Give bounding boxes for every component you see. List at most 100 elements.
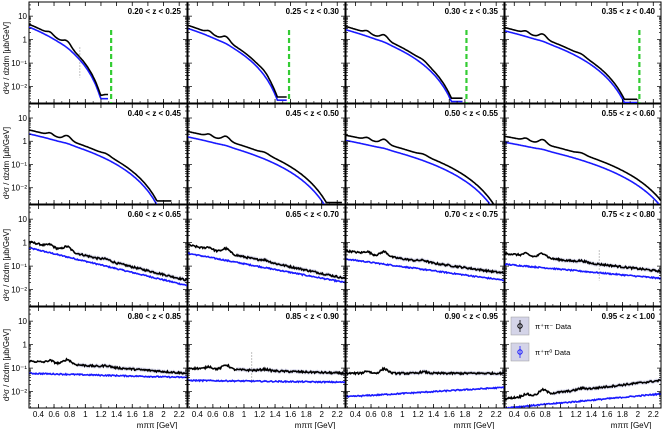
panel: 0.30 < z < 0.35 [345,1,505,104]
y-tick-label: 1 [23,36,28,45]
x-tick-label: 1.8 [142,410,154,419]
series-pi-plus-pi-zero [29,246,187,287]
panel-label: 0.65 < z < 0.70 [286,210,340,219]
x-tick-label: 1 [400,410,405,419]
legend-label: π⁺π⁻ Data [535,322,572,331]
panel: 0.75 < z < 0.80 [504,204,662,307]
series-pi-plus-pi-minus [188,243,345,280]
series-pi-plus-pi-minus [29,240,187,282]
y-tick-label: 10⁻¹ [11,262,27,271]
x-tick-label: 1 [242,410,247,419]
panel-label: 0.80 < z < 0.85 [128,312,182,321]
series-pi-plus-pi-zero [505,141,660,204]
series-pi-plus-pi-zero [346,29,463,103]
panel: 0.4 0.6 0.8 1 1.2 1.4 1.6 1.8 2 2.2 0.85 < z < 0.9… [187,306,346,429]
panel-label: 0.70 < z < 0.75 [445,210,499,219]
panel-frame [345,306,505,409]
panel-label: 0.30 < z < 0.35 [445,7,499,16]
x-tick-label: 1.4 [269,410,281,419]
x-tick-label: 2 [478,410,483,419]
x-tick-label: 1.6 [285,410,297,419]
x-tick-label: 0.4 [192,410,204,419]
x-tick-label: 1.8 [301,410,313,419]
x-tick-label: 1.2 [95,410,107,419]
plot-area [29,240,187,287]
series-pi-plus-pi-zero [188,378,345,384]
x-tick-label: 1.2 [412,410,424,419]
panel: 0.45 < z < 0.50 [187,103,346,205]
x-tick-label: 1.2 [254,410,266,419]
panel-label: 0.25 < z < 0.30 [286,7,340,16]
panel-frame [28,1,188,104]
x-tick-label: 0.4 [509,410,521,419]
series-pi-plus-pi-zero [505,263,661,280]
series-pi-plus-pi-minus [188,24,287,98]
x-tick-label: 1.8 [617,410,629,419]
y-tick-label: 10 [18,12,27,21]
panel-frame [504,204,662,307]
panel-frame [187,1,346,104]
series-pi-plus-pi-zero [505,30,638,103]
series-pi-plus-pi-minus [505,251,661,274]
panel: 0.55 < z < 0.60 [504,103,662,205]
series-pi-plus-pi-zero [505,392,661,408]
panel: 10 1 10⁻¹ 10⁻² 0.20 < z < 0.25 [11,1,188,104]
series-pi-plus-pi-zero [188,136,325,204]
panel: 0.4 0.6 0.8 1 1.2 1.4 1.6 1.8 2 2.2 0.90 < z < 0.9… [345,306,505,429]
plot-area [29,129,172,204]
panel-label: 0.20 < z < 0.25 [128,7,182,16]
series-pi-plus-pi-minus [505,26,638,101]
plot-area [346,134,495,204]
series-pi-plus-pi-minus [188,363,345,376]
series-pi-plus-pi-minus [346,134,495,204]
panel-frame [28,204,188,307]
series-pi-plus-pi-minus [346,366,504,376]
series-pi-plus-pi-minus [29,129,172,202]
panel: 0.25 < z < 0.30 [187,1,346,104]
x-tick-label: 1.6 [127,410,139,419]
x-tick-label: 1.4 [111,410,123,419]
plot-area [346,366,504,398]
x-axis-title: mππ [GeV] [295,421,335,429]
plot-area [505,250,661,281]
panel-label: 0.55 < z < 0.60 [602,109,656,118]
legend-entry: π⁺π⁰ Data [510,342,571,362]
series-pi-plus-pi-zero [346,386,504,398]
x-tick-label: 0.6 [524,410,536,419]
series-pi-plus-pi-minus [188,130,342,204]
panel: 0.70 < z < 0.75 [345,204,505,307]
panel: 10 1 10⁻¹ 10⁻² 0.60 < z < 0.65 [11,204,188,307]
x-tick-label: 0.8 [64,410,76,419]
x-tick-label: 0.8 [223,410,235,419]
panel-frame [187,204,346,307]
x-tick-label: 2 [319,410,324,419]
y-tick-label: 10⁻¹ [11,364,27,373]
series-pi-plus-pi-minus [346,249,504,275]
y-tick-label: 10⁻¹ [11,59,27,68]
x-tick-label: 0.6 [365,410,377,419]
series-pi-plus-pi-zero [188,27,287,101]
panel: 10 1 10⁻¹ 10⁻² 0.40 < z < 0.45 [11,103,188,205]
plot-area [29,357,187,379]
panel-label: 0.60 < z < 0.65 [128,210,182,219]
y-tick-label: 1 [23,137,28,146]
panel: 0.4 0.6 0.8 1 1.2 1.4 1.6 1.8 2 2.2 10 1 10⁻¹ 10⁻² 0.8… [11,306,188,429]
series-pi-plus-pi-minus [346,25,463,99]
x-tick-label: 0.4 [33,410,45,419]
panel: 0.65 < z < 0.70 [187,204,346,307]
y-tick-label: 10 [18,215,27,224]
x-tick-label: 1.4 [428,410,440,419]
x-axis-title: mππ [GeV] [454,421,494,429]
panel-frame [504,306,662,409]
series-pi-plus-pi-zero [29,371,187,379]
y-tick-label: 1 [23,341,28,350]
plot-area [505,26,641,103]
x-axis-title: mππ [GeV] [137,421,177,429]
y-tick-label: 10 [18,114,27,123]
series-pi-plus-pi-zero [29,133,172,204]
x-tick-label: 0.6 [48,410,60,419]
x-tick-label: 0.8 [540,410,552,419]
x-tick-label: 1.2 [570,410,582,419]
y-axis-title: d²σ / dzdm [μb/GeV] [2,229,11,301]
plot-area [346,25,468,103]
